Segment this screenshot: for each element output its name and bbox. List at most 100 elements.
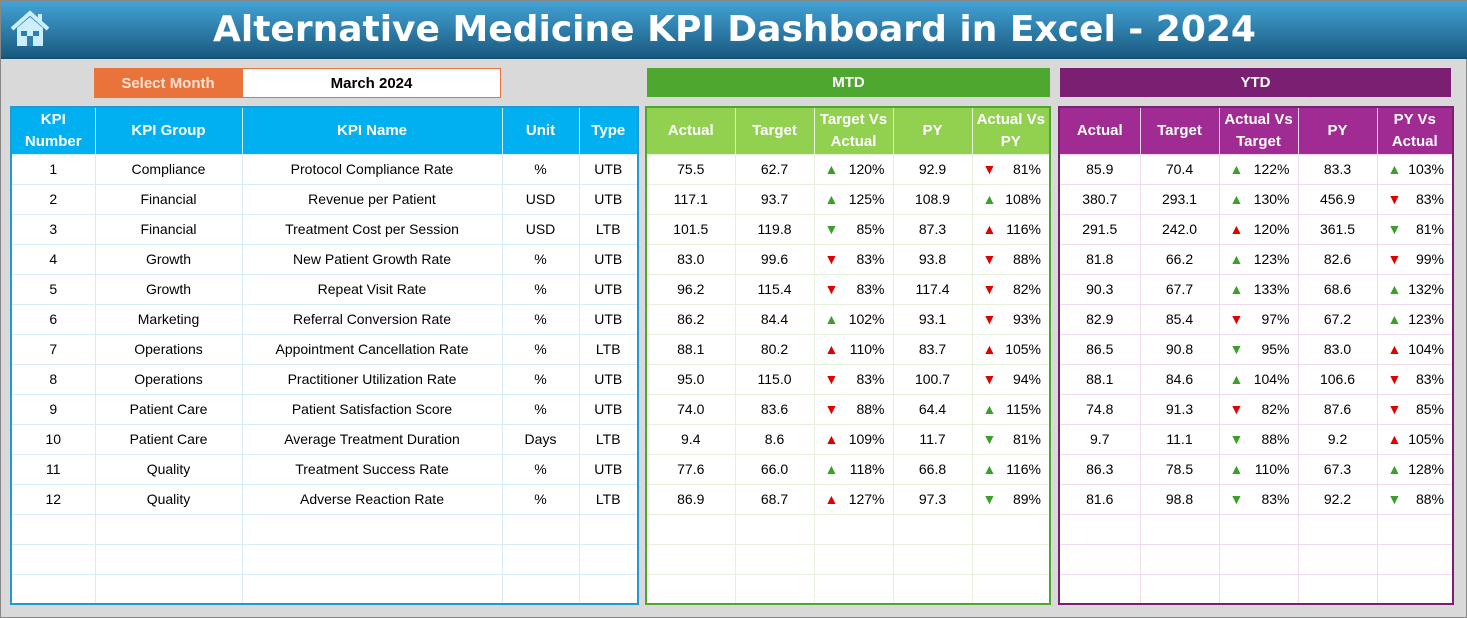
mtd-col-actual-vs-py: Actual Vs PY [972,107,1051,154]
ytd-row: 81.6 98.8 ▼ 83% 92.2 ▼ 88% [1058,483,1454,515]
triangle-down-icon: ▼ [982,161,997,177]
mtd-col-target: Target [735,107,815,154]
percent-value: 97% [1261,311,1290,327]
kpi-type [578,543,639,575]
kpi-unit: % [501,333,580,365]
indicator: ▲ 118% [815,461,892,477]
indicator: ▼ 88% [1220,431,1297,447]
percent-value: 120% [1253,221,1290,237]
kpi-group: Operations [94,333,243,365]
kpi-type: UTB [578,393,639,425]
month-dropdown[interactable]: March 2024 [242,68,501,98]
table-row: 12 Quality Adverse Reaction Rate% LTB [10,483,639,515]
percent-value: 105% [1005,341,1041,357]
ytd-cell: 81.6 [1058,483,1141,515]
triangle-up-icon: ▲ [982,191,997,207]
ytd-cell: 92.2 [1297,483,1378,515]
percent-value: 88% [1012,251,1041,267]
ytd-cell: 87.6 [1297,393,1378,425]
triangle-down-icon: ▼ [1229,491,1244,507]
kpi-group: Financial [94,213,243,245]
ytd-cell [1058,543,1141,575]
mtd-cell: 88.1 [645,333,736,365]
ytd-cell: ▲ 122% [1218,153,1299,185]
mtd-row: 88.1 80.2 ▲ 110% 83.7 ▲ 105% [645,333,1051,365]
mtd-cell: 97.3 [892,483,973,515]
mtd-cell [813,543,894,575]
ytd-cell: ▼ 82% [1218,393,1299,425]
mtd-cell: 84.4 [734,303,815,335]
indicator: ▼ 88% [1378,491,1452,507]
ytd-cell: ▼ 83% [1376,363,1454,395]
indicator: ▼ 83% [1378,371,1452,387]
triangle-down-icon: ▼ [1387,371,1402,387]
kpi-num [10,513,96,545]
ytd-cell: 90.8 [1139,333,1220,365]
ytd-cell: 90.3 [1058,273,1141,305]
table-row: 5 Growth Repeat Visit Rate% UTB [10,273,639,305]
percent-value: 132% [1408,281,1444,297]
triangle-up-icon: ▲ [1387,311,1402,327]
mtd-cell: ▼ 83% [813,273,894,305]
indicator: ▲ 122% [1220,161,1297,177]
percent-value: 133% [1253,281,1290,297]
mtd-row: 83.0 99.6 ▼ 83% 93.8 ▼ 88% [645,243,1051,275]
percent-value: 82% [1012,281,1041,297]
mtd-cell: 115.0 [734,363,815,395]
mtd-cell [813,513,894,545]
triangle-up-icon: ▲ [982,341,997,357]
ytd-row [1058,513,1454,545]
table-row: 11 Quality Treatment Success Rate% UTB [10,453,639,485]
mtd-cell [645,543,736,575]
kpi-type: UTB [578,363,639,395]
ytd-cell [1139,573,1220,605]
kpi-num: 2 [10,183,96,215]
percent-value: 83% [856,371,885,387]
mtd-col-actual: Actual [646,107,736,154]
percent-value: 127% [848,491,885,507]
triangle-down-icon: ▼ [982,431,997,447]
table-row: 1 Compliance Protocol Compliance Rate% UTB [10,153,639,185]
ytd-cell [1297,573,1378,605]
table-row: 2 Financial Revenue per Patient USD UTB [10,183,639,215]
percent-value: 123% [1253,251,1290,267]
ytd-cell: 86.3 [1058,453,1141,485]
ytd-cell: ▼ 83% [1218,483,1299,515]
table-row: 9 Patient Care Patient Satisfaction Score%… [10,393,639,425]
title-bar: Alternative Medicine KPI Dashboard in Ex… [1,1,1467,59]
mtd-cell: ▼ 88% [813,393,894,425]
mtd-cell: 83.7 [892,333,973,365]
mtd-cell: ▲ 120% [813,153,894,185]
ytd-cell: 291.5 [1058,213,1141,245]
ytd-cell [1058,513,1141,545]
kpi-type: LTB [578,213,639,245]
percent-value: 81% [1415,221,1444,237]
kpi-num: 6 [10,303,96,335]
table-row [10,513,639,545]
ytd-cell: ▼ 85% [1376,393,1454,425]
home-icon[interactable] [9,9,51,49]
indicator: ▲ 128% [1378,461,1452,477]
ytd-row: 81.8 66.2 ▲ 123% 82.6 ▼ 99% [1058,243,1454,275]
triangle-up-icon: ▲ [982,221,997,237]
indicator: ▲ 105% [1378,431,1452,447]
ytd-table: Actual Target Actual Vs Target PY PY Vs … [1058,106,1454,605]
ytd-cell: ▲ 130% [1218,183,1299,215]
percent-value: 85% [1415,401,1444,417]
ytd-row: 88.1 84.6 ▲ 104% 106.6 ▼ 83% [1058,363,1454,395]
mtd-cell: 83.6 [734,393,815,425]
ytd-row: 90.3 67.7 ▲ 133% 68.6 ▲ 132% [1058,273,1454,305]
ytd-cell: 456.9 [1297,183,1378,215]
percent-value: 88% [1415,491,1444,507]
ytd-cell: 70.4 [1139,153,1220,185]
mtd-cell: 115.4 [734,273,815,305]
kpi-name: Protocol Compliance Rate [241,153,503,185]
ytd-cell: ▲ 104% [1218,363,1299,395]
triangle-down-icon: ▼ [982,281,997,297]
table-row: 8 Operations Practitioner Utilization Rate… [10,363,639,395]
ytd-cell: ▲ 133% [1218,273,1299,305]
kpi-num: 4 [10,243,96,275]
ytd-cell: 11.1 [1139,423,1220,455]
ytd-row: 74.8 91.3 ▼ 82% 87.6 ▼ 85% [1058,393,1454,425]
mtd-cell [813,573,894,605]
